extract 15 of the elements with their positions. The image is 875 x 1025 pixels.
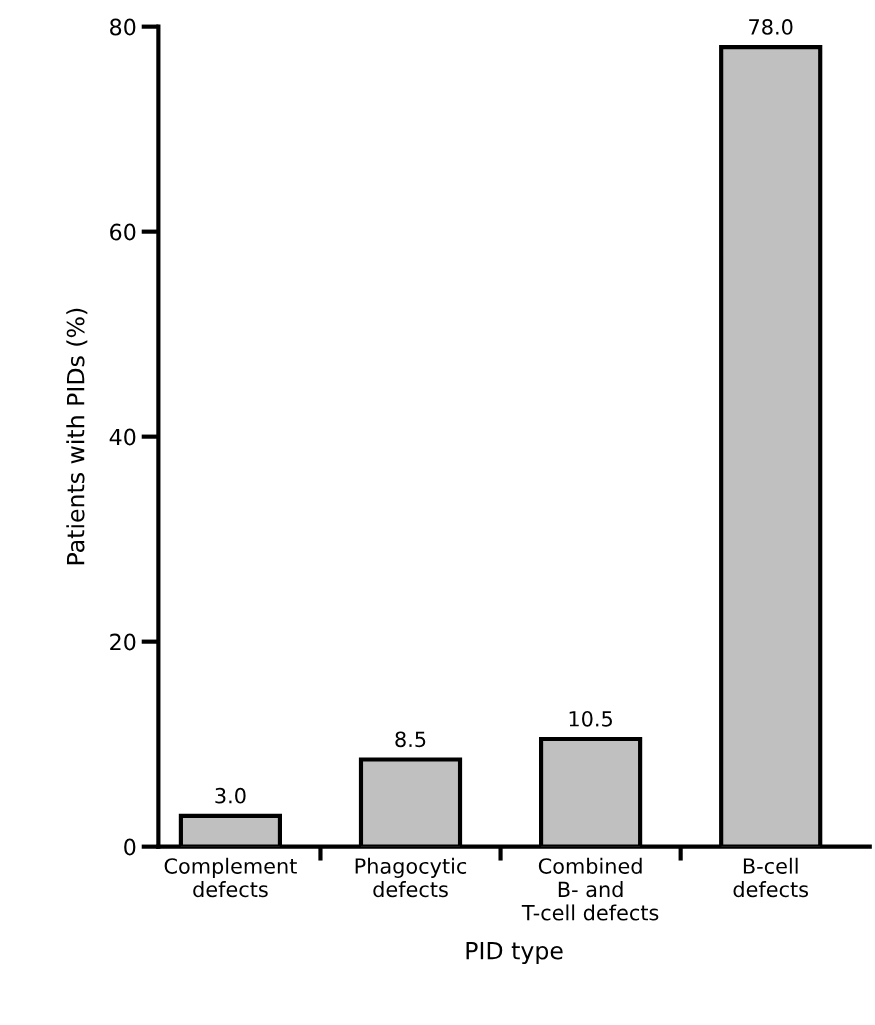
data-label: 10.5 (569, 710, 612, 727)
data-label: 8.5 (395, 731, 426, 748)
y-tick-label: 80 (110, 18, 136, 36)
data-label: 78.0 (749, 19, 793, 35)
data-label: 3.0 (215, 787, 246, 804)
y-tick-label: 60 (110, 223, 136, 241)
y-axis-title: Patients with PIDs (%) (66, 308, 88, 565)
x-axis-title: PID type (466, 941, 563, 965)
x-tick-label: Complement defects (164, 857, 297, 898)
y-tick-label: 0 (124, 838, 136, 856)
y-tick-label: 40 (109, 428, 136, 446)
x-tick-label: Phagocytic defects (355, 857, 467, 898)
x-tick-label: Combined B- and T-cell defects (521, 857, 659, 921)
y-tick-label: 20 (110, 633, 136, 651)
x-tick-label: B-cell defects (733, 857, 809, 898)
